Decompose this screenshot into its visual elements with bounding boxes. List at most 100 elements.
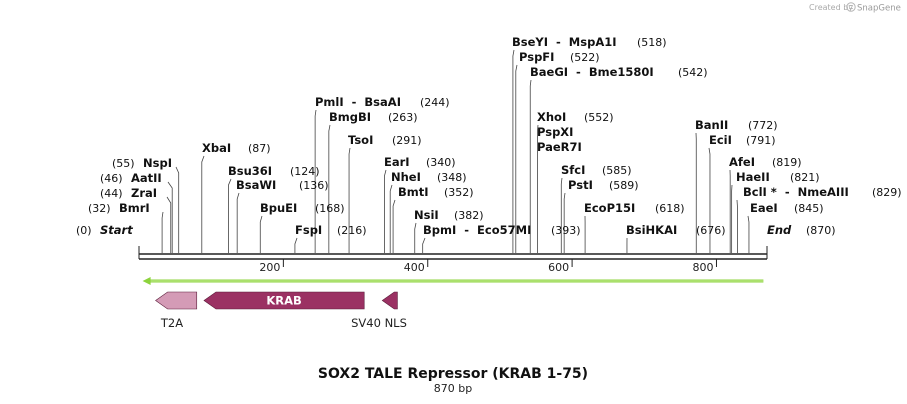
site-name: NsiI [414, 208, 439, 222]
site-eaei[interactable]: EaeI (845) [750, 201, 824, 215]
site-name: BpuEI [260, 201, 297, 215]
site-name: XhoI [537, 110, 566, 124]
site-baegi-bme1580i[interactable]: BaeGI - Bme1580I (542) [530, 65, 708, 79]
site-name: BseYI - MspA1I [512, 35, 617, 49]
site-name: BpmI - Eco57MI [423, 223, 531, 237]
dna-backbone [138, 246, 768, 260]
site-name: NheI [391, 170, 421, 184]
site-zrai[interactable]: (44) ZraI [100, 186, 157, 200]
site-name: Bsu36I [228, 164, 272, 178]
site-aatii[interactable]: (46) AatII [100, 171, 162, 185]
site-sfci[interactable]: SfcI (585) [561, 163, 632, 177]
site-position: (589) [609, 179, 639, 192]
site-bpuei[interactable]: BpuEI (168) [260, 201, 345, 215]
site-name: FspI [295, 223, 322, 237]
tick-label: 200 [259, 261, 280, 274]
site-name: HaeII [736, 170, 770, 184]
credit-prefix: Created by [809, 3, 853, 12]
site-position: (291) [392, 134, 422, 147]
credit-brand: SnapGene [857, 4, 901, 14]
site-position: (55) [112, 157, 135, 170]
site-name: BanII [695, 118, 728, 132]
site-line-eaei [747, 215, 750, 253]
feature-sv40-nls[interactable]: SV40 NLS [351, 291, 407, 330]
site-bsu36i[interactable]: Bsu36I (124) [228, 164, 320, 178]
site-name: BclI * - NmeAIII [743, 185, 849, 199]
site-position: (352) [444, 186, 474, 199]
site-line-tsoi [348, 147, 351, 253]
site-line-pspfi [515, 64, 518, 253]
site-line-bmgbi [328, 124, 331, 253]
site-nspi[interactable]: (55) NspI [112, 156, 172, 170]
site-afei[interactable]: AfeI (819) [729, 155, 802, 169]
site-line-bsawi [236, 192, 240, 253]
site-name: EarI [384, 155, 410, 169]
site-pmli-bsaai[interactable]: PmlI - BsaAI (244) [315, 95, 450, 109]
site-position: (829) [872, 186, 902, 199]
site-line-eari [384, 169, 387, 253]
site-position: (168) [315, 202, 345, 215]
site-line-bseyi-mspa1i [512, 49, 515, 253]
site-line-ecii [708, 147, 711, 253]
site-bsawi[interactable]: BsaWI (136) [236, 178, 329, 192]
site-line-bmri [161, 211, 164, 253]
site-paer7i[interactable]: PaeR7I [537, 140, 582, 154]
site-position: (244) [420, 96, 450, 109]
site-ecii[interactable]: EciI (791) [709, 133, 776, 147]
site-line-sfci [560, 177, 563, 253]
site-bcli-nmeaiii[interactable]: BclI * - NmeAIII (829) [743, 185, 902, 199]
site-position: (216) [337, 224, 367, 237]
site-eari[interactable]: EarI (340) [384, 155, 456, 169]
feature-label: KRAB [266, 294, 301, 308]
site-name: BsiHKAI [626, 223, 677, 237]
site-nhei[interactable]: NheI (348) [391, 170, 467, 184]
site-position: (821) [790, 171, 820, 184]
snapgene-logo-icon [846, 2, 856, 12]
site-position: (618) [655, 202, 685, 215]
site-name: PspFI [519, 50, 554, 64]
site-ecop15i[interactable]: EcoP15I (618) [584, 201, 685, 215]
site-bmgbi[interactable]: BmgBI (263) [329, 110, 418, 124]
start-label: Start [100, 223, 133, 237]
end-position: (870) [806, 224, 836, 237]
site-position: (263) [388, 111, 418, 124]
site-line-baegi-bme1580i [529, 79, 532, 253]
site-line-nspi [175, 166, 180, 253]
site-bpmi-eco57mi[interactable]: BpmI - Eco57MI (393) [423, 223, 581, 237]
site-tsoi[interactable]: TsoI (291) [348, 133, 422, 147]
site-bsihkai[interactable]: BsiHKAI (676) [626, 223, 726, 237]
site-position: (819) [772, 156, 802, 169]
feature-t2a[interactable]: T2A [155, 291, 198, 330]
site-psti[interactable]: PstI (589) [568, 178, 639, 192]
feature-krab[interactable]: KRAB [203, 291, 365, 310]
site-position: (772) [748, 119, 778, 132]
site-lines [161, 49, 750, 253]
site-bseyi-mspa1i[interactable]: BseYI - MspA1I (518) [512, 35, 667, 49]
site-name: BmrI [119, 201, 150, 215]
site-nsii[interactable]: NsiI (382) [414, 208, 484, 222]
site-pspxi[interactable]: PspXI [537, 125, 573, 139]
site-position: (382) [454, 209, 484, 222]
site-line-zrai [166, 196, 172, 253]
site-name: PmlI - BsaAI [315, 95, 401, 109]
site-name: PstI [568, 178, 593, 192]
site-line-bsu36i [228, 178, 232, 253]
site-xbai[interactable]: XbaI (87) [202, 141, 271, 155]
site-name: EcoP15I [584, 201, 635, 215]
site-line-psti [563, 192, 566, 253]
site-fspi[interactable]: FspI (216) [295, 223, 367, 237]
site-banii[interactable]: BanII (772) [695, 118, 778, 132]
site-position: (845) [794, 202, 824, 215]
site-bmri[interactable]: (32) BmrI [88, 201, 150, 215]
end-marker: End (870) [767, 223, 836, 237]
site-pspfi[interactable]: PspFI (522) [519, 50, 600, 64]
site-position: (676) [696, 224, 726, 237]
site-name: EaeI [750, 201, 778, 215]
site-bmti[interactable]: BmtI (352) [398, 185, 474, 199]
ruler-ticks: 200 400 600 800 [259, 259, 717, 274]
feature-arrow [203, 291, 365, 310]
site-xhoi[interactable]: XhoI (552) [537, 110, 614, 124]
site-haeii[interactable]: HaeII (821) [736, 170, 820, 184]
snapgene-credit: Created by SnapGene [809, 2, 901, 14]
